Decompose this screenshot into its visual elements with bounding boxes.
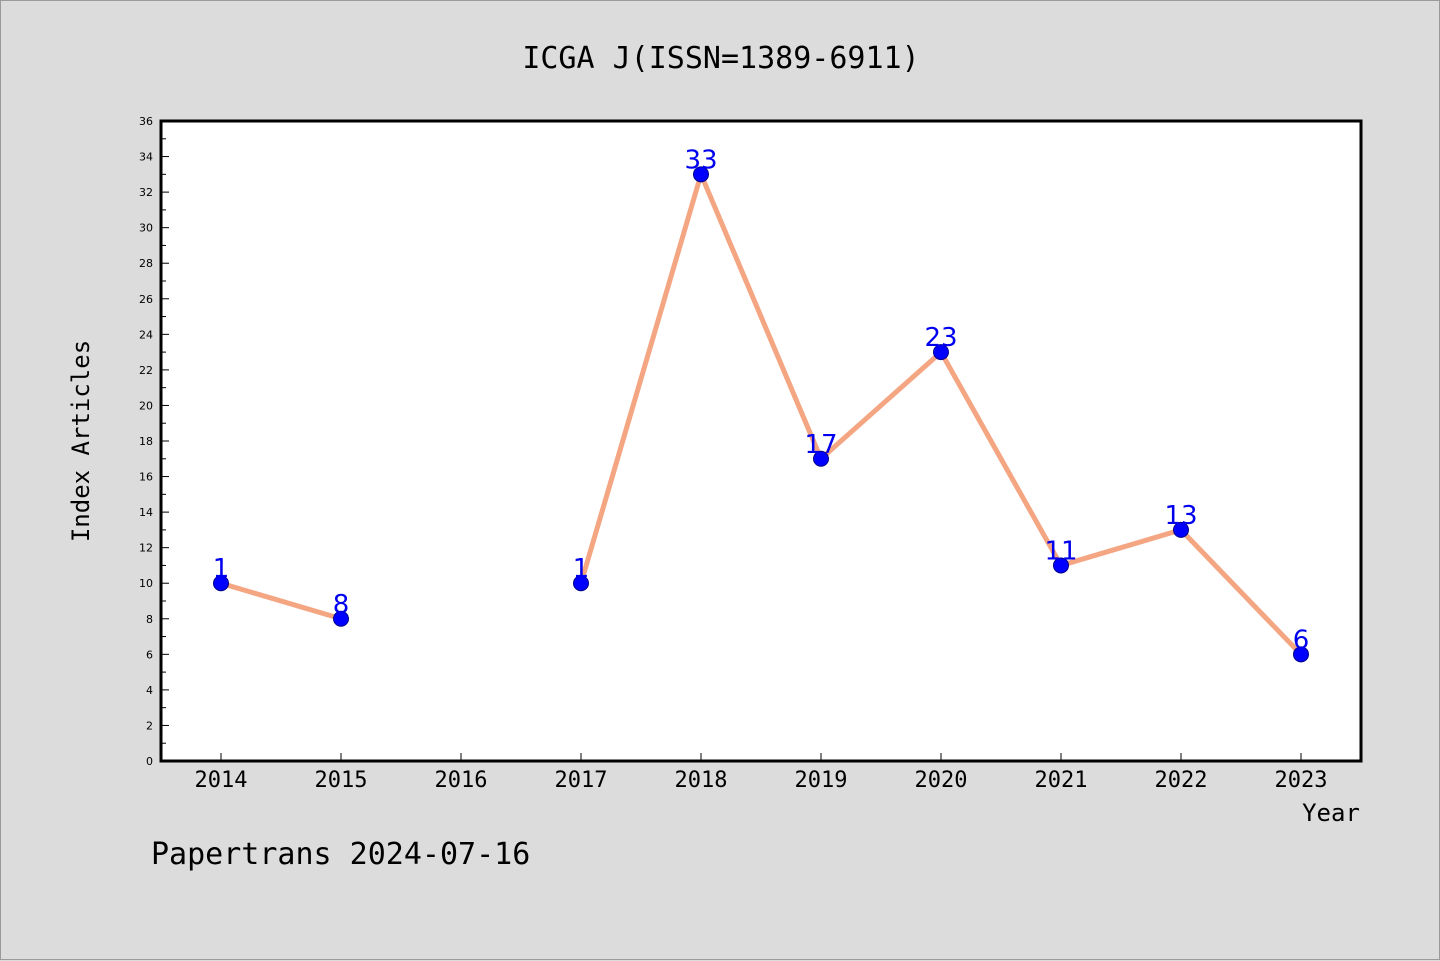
data-label: 17 bbox=[804, 430, 837, 460]
data-label: 1 bbox=[573, 554, 590, 584]
data-point bbox=[1293, 646, 1309, 663]
y-tick-label: 14 bbox=[139, 506, 153, 519]
y-tick-label: 26 bbox=[139, 293, 153, 306]
data-point bbox=[1053, 557, 1069, 574]
data-point bbox=[573, 575, 589, 592]
data-label: 33 bbox=[684, 145, 717, 175]
data-point bbox=[933, 344, 949, 361]
data-point bbox=[693, 166, 709, 183]
x-tick-label: 2023 bbox=[1275, 768, 1328, 793]
y-tick-label: 4 bbox=[146, 684, 153, 697]
x-tick-label: 2021 bbox=[1035, 768, 1088, 793]
x-axis: 2014 2015 2016 2017 2018 2019 2020 2021 2022 2023 bbox=[195, 753, 1328, 793]
x-tick-label: 2019 bbox=[795, 768, 848, 793]
x-tick-label: 2016 bbox=[435, 768, 488, 793]
x-axis-label: Year bbox=[1302, 799, 1360, 827]
x-tick-label: 2014 bbox=[195, 768, 248, 793]
x-tick-label: 2015 bbox=[315, 768, 368, 793]
y-tick-label: 22 bbox=[139, 364, 153, 377]
data-label: 6 bbox=[1293, 625, 1310, 655]
data-label: 1 bbox=[213, 554, 230, 584]
data-label: 23 bbox=[924, 323, 957, 353]
plot-border bbox=[159, 119, 1363, 763]
y-tick-label: 0 bbox=[146, 755, 153, 768]
y-tick-label: 36 bbox=[139, 115, 153, 128]
data-point bbox=[213, 575, 229, 592]
data-points bbox=[213, 166, 1309, 663]
data-point bbox=[333, 610, 349, 627]
x-tick-label: 2017 bbox=[555, 768, 608, 793]
y-tick-label: 20 bbox=[139, 399, 153, 412]
y-tick-label: 32 bbox=[139, 186, 153, 199]
x-tick-label: 2020 bbox=[915, 768, 968, 793]
plot-area bbox=[161, 121, 1361, 761]
data-label: 8 bbox=[333, 590, 350, 620]
y-tick-label: 28 bbox=[139, 257, 153, 270]
y-tick-label: 12 bbox=[139, 542, 153, 555]
x-tick-label: 2018 bbox=[675, 768, 728, 793]
y-tick-label: 2 bbox=[146, 719, 153, 732]
data-point bbox=[1173, 521, 1189, 538]
y-tick-label: 30 bbox=[139, 222, 153, 235]
y-tick-label: 18 bbox=[139, 435, 153, 448]
y-axis-label: Index Articles bbox=[67, 340, 95, 542]
y-tick-label: 16 bbox=[139, 471, 153, 484]
y-tick-label: 24 bbox=[139, 328, 153, 341]
data-label: 11 bbox=[1044, 536, 1077, 566]
series-line-segment bbox=[218, 580, 344, 622]
footer-text: Papertrans 2024-07-16 bbox=[151, 837, 530, 872]
data-label: 13 bbox=[1164, 501, 1197, 531]
data-point bbox=[813, 450, 829, 467]
y-tick-label: 34 bbox=[139, 151, 153, 164]
chart-title: ICGA J(ISSN=1389-6911) bbox=[522, 41, 919, 76]
y-tick-label: 6 bbox=[146, 648, 153, 661]
y-tick-label: 10 bbox=[139, 577, 153, 590]
y-tick-label: 8 bbox=[146, 613, 153, 626]
x-tick-label: 2022 bbox=[1155, 768, 1208, 793]
data-labels: 1 8 1 33 17 23 11 13 6 bbox=[213, 145, 1310, 655]
